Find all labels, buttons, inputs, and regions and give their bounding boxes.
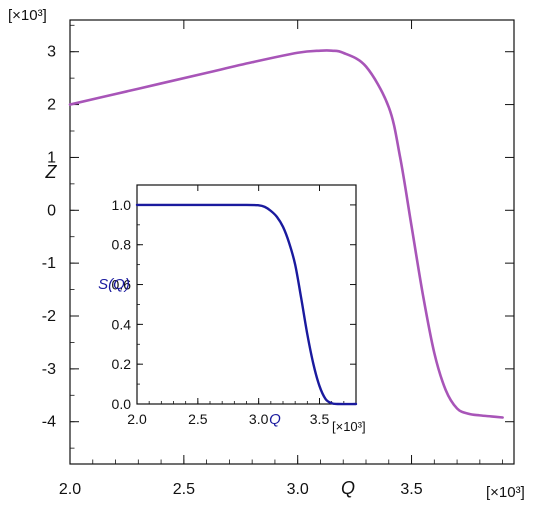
main-y-tick-label: -3 [42, 361, 56, 378]
inset-plot-frame [136, 184, 357, 405]
main-y-tick-label: -2 [42, 308, 56, 325]
inset-x-tick-label: 2.0 [127, 411, 147, 427]
main-x-axis-title: Q [341, 478, 355, 498]
inset-series-line-0 [135, 203, 358, 406]
inset-x-tick-label: 3.0 [249, 411, 269, 427]
inset-x-tick-label: 3.5 [310, 411, 330, 427]
main-y-tick-label: 2 [47, 97, 56, 114]
main-x-multiplier-label: [×10³] [486, 484, 525, 501]
inset-x-axis-title: Q [269, 411, 281, 428]
main-x-tick-label: 3.5 [400, 481, 422, 498]
inset-y-tick-label: 0.8 [112, 237, 132, 253]
main-y-tick-label: 3 [47, 44, 56, 61]
inset-y-axis-title: S(Q) [98, 276, 130, 293]
inset-x-multiplier-label: [×10³] [332, 419, 366, 434]
inset-y-tick-label: 0.0 [112, 396, 132, 412]
inset-y-tick-label: 0.4 [112, 316, 132, 332]
main-x-tick-label: 2.0 [59, 481, 81, 498]
main-y-tick-label: 1 [47, 149, 56, 166]
main-y-tick-label: 0 [47, 202, 56, 219]
main-y-tick-label: -1 [42, 255, 56, 272]
inset-y-tick-label: 1.0 [112, 197, 132, 213]
inset-panel: 2.0 2.5 3.0 3.5 0.0 0.2 0.4 0.6 0.8 1.0 Q S(Q) [×10³… [98, 184, 366, 434]
inset-y-tick-label: 0.6 [112, 277, 132, 293]
inset-x-tick-label: 2.5 [188, 411, 208, 427]
main-x-tick-label: 2.5 [173, 481, 195, 498]
main-y-tick-label: -4 [42, 414, 56, 431]
main-series-line-0 [68, 49, 504, 419]
inset-y-tick-label: 0.2 [112, 356, 132, 372]
main-y-multiplier-label: [×10³] [8, 7, 47, 24]
main-y-axis-title: Z [45, 162, 58, 182]
main-x-tick-label: 3.0 [287, 481, 309, 498]
